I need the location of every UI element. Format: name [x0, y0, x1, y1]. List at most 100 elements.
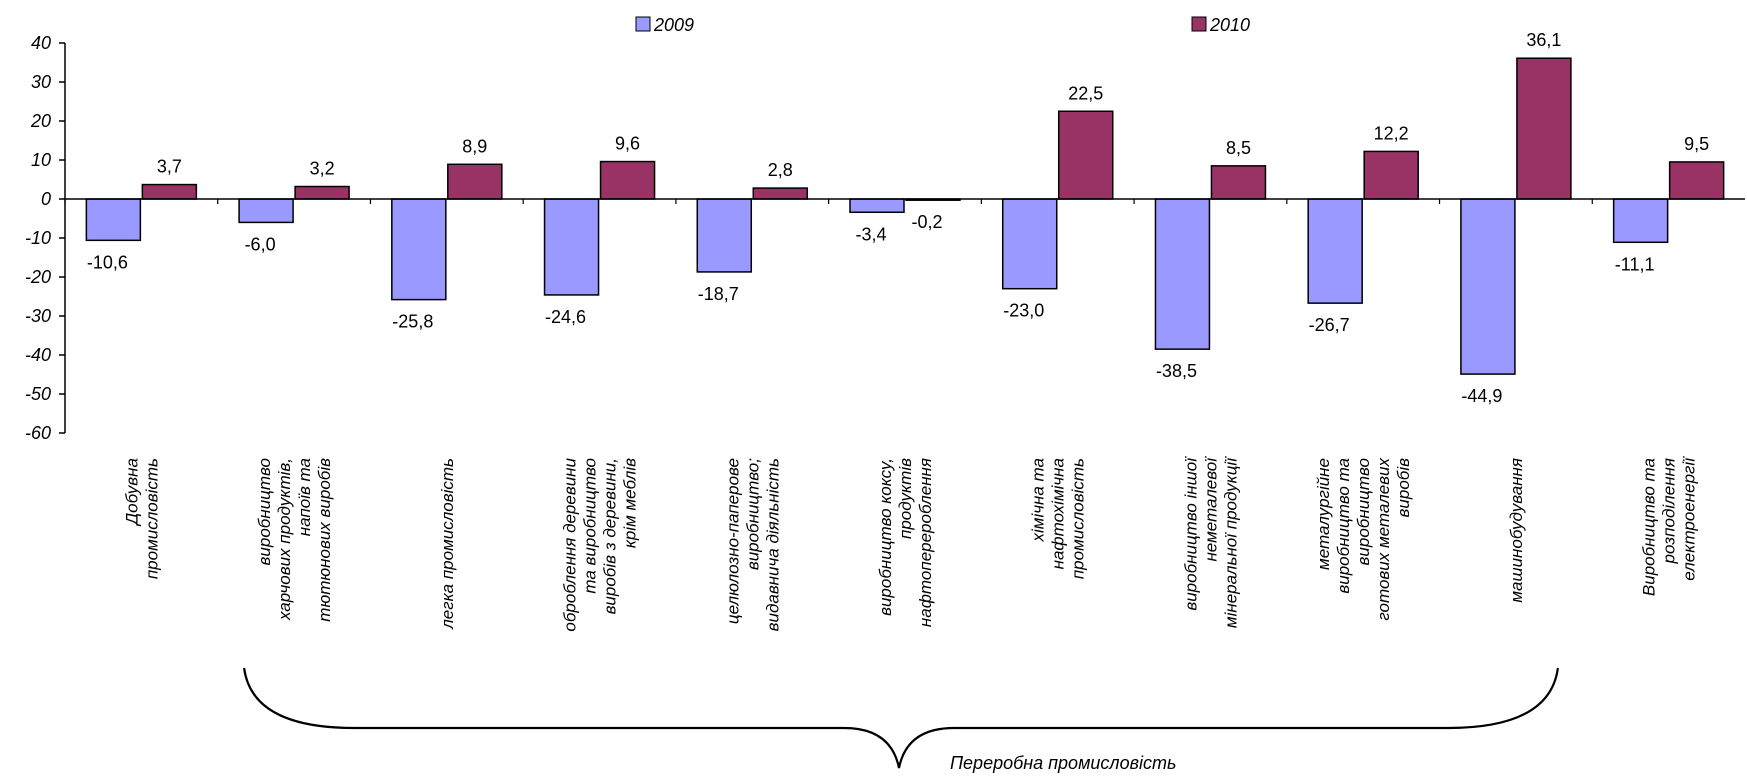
data-label-2009-5: -3,4	[855, 224, 886, 244]
category-label-0: Добувна	[122, 458, 141, 527]
y-tick-label: 40	[31, 33, 51, 53]
category-label-0: промисловість	[142, 458, 161, 579]
bar-2010-8	[1363, 150, 1419, 200]
legend-swatch-2010	[1191, 16, 1207, 32]
y-tick-label: -40	[25, 345, 51, 365]
bar-2010-6	[1057, 110, 1114, 200]
category-label-1: тютюнових виробів	[315, 458, 334, 622]
bar-2009-4	[696, 198, 753, 273]
category-label-10: розподілення	[1660, 458, 1679, 564]
data-label-2010-8: 12,2	[1374, 123, 1409, 143]
data-labels: -10,6 3,7 -6,0 3,2 -25,8 8,9 -24,6 9,6 -18,7 2,8 -…	[87, 30, 1709, 406]
bars	[85, 57, 1725, 375]
bar-2010-0	[141, 183, 198, 200]
bar-2010-3	[599, 160, 656, 200]
category-label-5: виробництво коксу,	[876, 458, 895, 616]
category-label-10: електроенергії	[1680, 456, 1699, 581]
category-label-7: мінеральної продукції	[1221, 456, 1240, 628]
legend-label-2010: 2010	[1209, 15, 1250, 35]
y-tick-label: 10	[31, 150, 51, 170]
bar-2009-2	[391, 198, 447, 301]
category-label-8: виробництво та	[1334, 458, 1353, 594]
category-label-4: целюлозно-паперове	[723, 458, 742, 624]
x-axis	[64, 198, 1745, 204]
category-label-4: виробництво;	[743, 458, 762, 570]
category-label-6: хімічна та	[1029, 458, 1048, 542]
bar-2010-7	[1210, 165, 1267, 200]
y-tick-label: 0	[41, 189, 51, 209]
bar-2009-5	[849, 198, 905, 214]
data-label-2010-7: 8,5	[1226, 138, 1251, 158]
bar-2010-10	[1668, 161, 1725, 200]
bar-2010-1	[294, 185, 350, 200]
category-label-6: промисловість	[1069, 458, 1088, 579]
category-label-9: машинобудування	[1507, 458, 1526, 603]
legend-label-2009: 2009	[653, 15, 694, 35]
data-label-2010-1: 3,2	[310, 159, 335, 179]
group-annotation: Переробна промисловість	[243, 667, 1560, 773]
category-label-3: та виробництво	[581, 458, 600, 594]
category-labels: Добувна промисловість виробництво харчових …	[122, 456, 1698, 632]
data-label-2009-10: -11,1	[1615, 254, 1655, 274]
data-label-2010-6: 22,5	[1068, 83, 1103, 103]
data-label-2010-5: -0,2	[911, 212, 942, 232]
group-brace	[243, 667, 1560, 769]
bar-2009-3	[543, 198, 600, 296]
category-label-8: виробництво	[1354, 458, 1373, 565]
bar-2009-0	[85, 198, 142, 242]
data-label-2009-2: -25,8	[392, 312, 433, 332]
group-label: Переробна промисловість	[950, 753, 1176, 773]
data-label-2010-4: 2,8	[768, 160, 793, 180]
legend: 2009 2010	[635, 15, 1250, 35]
y-tick-label: -20	[25, 267, 51, 287]
y-tick-label: -30	[25, 306, 51, 326]
bar-2010-4	[752, 187, 809, 200]
legend-swatch-2009	[635, 16, 651, 32]
bar-2009-9	[1460, 198, 1516, 375]
data-label-2009-1: -6,0	[245, 234, 276, 254]
category-label-8: готових металевих	[1374, 458, 1393, 621]
bar-2009-6	[1001, 198, 1058, 290]
data-label-2009-6: -23,0	[1003, 301, 1044, 321]
category-label-2: легка промисловість	[438, 458, 457, 630]
data-label-2009-7: -38,5	[1156, 361, 1197, 381]
category-label-1: напоїв та	[295, 458, 314, 536]
category-label-1: харчових продуктів,	[275, 458, 294, 621]
category-label-7: виробництво іншої	[1181, 456, 1200, 611]
y-tick-label: -50	[25, 384, 51, 404]
data-label-2009-0: -10,6	[87, 252, 128, 272]
data-label-2009-4: -18,7	[698, 284, 739, 304]
category-label-10: Виробництво та	[1640, 458, 1659, 596]
data-label-2010-2: 8,9	[462, 136, 487, 156]
data-label-2010-9: 36,1	[1526, 30, 1561, 50]
category-label-7: неметалевої	[1201, 456, 1220, 562]
y-tick-label: -10	[25, 228, 51, 248]
data-label-2009-9: -44,9	[1461, 386, 1502, 406]
category-label-8: виробів	[1394, 458, 1413, 518]
bar-2009-1	[238, 198, 294, 224]
data-label-2010-10: 9,5	[1684, 134, 1709, 154]
y-tick-label: 20	[30, 111, 51, 131]
category-label-3: оброблення деревини	[561, 457, 580, 631]
category-label-5: нафтоперероблення	[916, 458, 935, 627]
bar-2009-10	[1612, 198, 1669, 244]
category-label-6: нафтохімічна	[1049, 458, 1068, 569]
bar-2009-8	[1307, 198, 1363, 304]
bar-2009-7	[1154, 198, 1211, 350]
y-tick-label: -60	[25, 423, 51, 443]
data-label-2009-8: -26,7	[1309, 315, 1350, 335]
category-label-4: видавнича діяльність	[763, 458, 782, 631]
data-label-2009-3: -24,6	[545, 307, 586, 327]
bar-2010-9	[1516, 57, 1572, 200]
category-label-1: виробництво	[255, 458, 274, 565]
y-tick-label: 30	[31, 72, 51, 92]
bar-2010-2	[447, 163, 503, 200]
category-label-8: металургійне	[1314, 458, 1333, 570]
data-label-2010-3: 9,6	[615, 134, 640, 154]
category-label-3: виробів з деревини,	[601, 458, 620, 614]
data-label-2010-0: 3,7	[157, 157, 182, 177]
category-label-3: крім меблів	[621, 458, 640, 548]
y-axis: 40 30 20 10 0 -10 -20 -30 -40 -50 -60	[25, 33, 66, 443]
category-label-5: продуктів	[896, 458, 915, 539]
